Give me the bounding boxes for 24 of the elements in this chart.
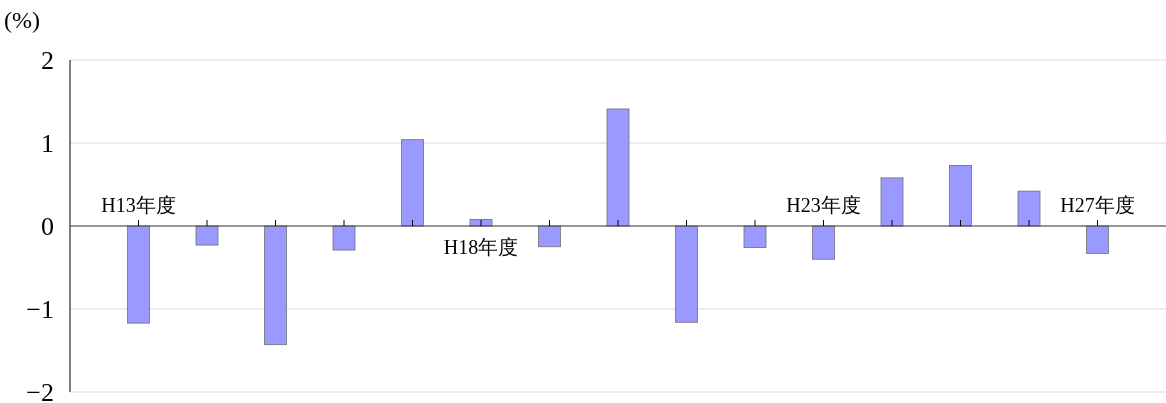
x-tick-label: H27年度	[1060, 194, 1135, 216]
bar	[606, 108, 630, 227]
x-tick-label: H13年度	[101, 194, 176, 216]
bar	[127, 225, 150, 324]
y-tick-label: 0	[41, 212, 54, 241]
y-axis-title: (%)	[4, 7, 40, 33]
bar	[195, 225, 219, 246]
y-tick-label: −2	[26, 378, 54, 403]
bar	[1017, 190, 1041, 227]
y-tick-label: −1	[26, 295, 54, 324]
y-tick-label: 2	[41, 46, 54, 75]
bar	[880, 177, 904, 227]
bar	[743, 225, 767, 248]
bar	[949, 165, 972, 227]
x-tick-label: H18年度	[443, 236, 519, 258]
bar	[538, 225, 561, 248]
y-tick-label: 1	[41, 129, 54, 158]
bar	[332, 225, 356, 251]
bar	[264, 225, 287, 346]
x-tick-label: H23年度	[786, 194, 861, 216]
bar	[812, 225, 835, 260]
bar	[401, 139, 424, 227]
bar	[675, 225, 698, 323]
bar	[1086, 225, 1109, 254]
